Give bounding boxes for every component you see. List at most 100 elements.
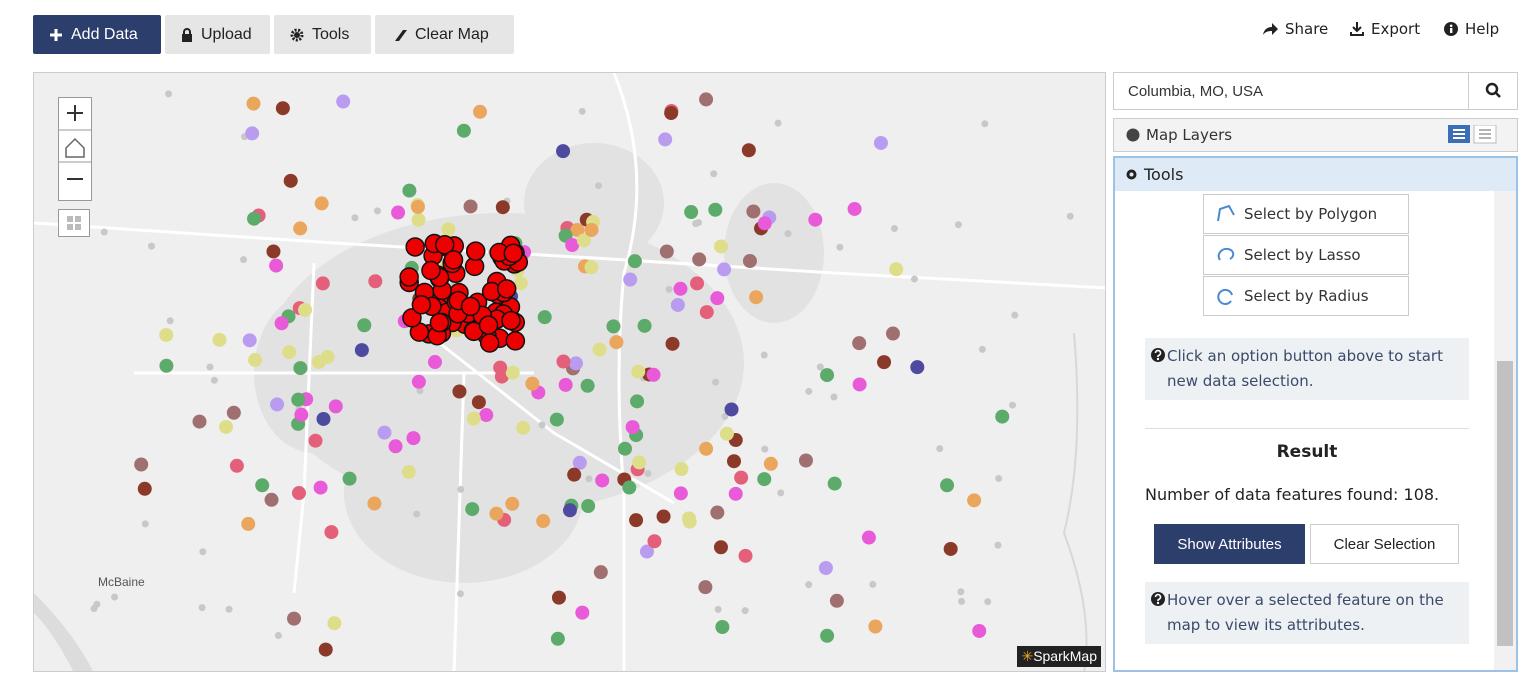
map-point[interactable]: [774, 119, 782, 127]
map-point[interactable]: [247, 211, 262, 226]
map-point[interactable]: [166, 317, 174, 325]
map-point[interactable]: [206, 363, 214, 371]
map-point[interactable]: [784, 230, 792, 238]
map-point[interactable]: [411, 374, 426, 389]
map-point[interactable]: [342, 471, 357, 486]
map-point[interactable]: [749, 290, 764, 305]
map-point[interactable]: [777, 489, 785, 497]
map-point[interactable]: [820, 368, 835, 383]
export-link[interactable]: Export: [1350, 20, 1420, 38]
map-point[interactable]: [936, 445, 944, 453]
map-point[interactable]: [698, 580, 713, 595]
map-point[interactable]: [405, 237, 425, 257]
map-point[interactable]: [595, 473, 610, 488]
map-point[interactable]: [505, 496, 520, 511]
map-point[interactable]: [456, 123, 471, 138]
map-point[interactable]: [316, 411, 331, 426]
scrollbar[interactable]: [1494, 191, 1516, 670]
map-point[interactable]: [513, 276, 528, 291]
map-point[interactable]: [954, 221, 962, 229]
map-point[interactable]: [757, 472, 772, 487]
map-point[interactable]: [852, 336, 867, 351]
map-point[interactable]: [710, 505, 725, 520]
map-point[interactable]: [957, 588, 965, 596]
map-point[interactable]: [617, 441, 632, 456]
map-point[interactable]: [551, 590, 566, 605]
map-point[interactable]: [456, 590, 464, 598]
map-point[interactable]: [270, 397, 285, 412]
map-point[interactable]: [578, 107, 586, 115]
map-point[interactable]: [708, 202, 723, 217]
map-point[interactable]: [665, 285, 673, 293]
map-point[interactable]: [995, 409, 1010, 424]
map-point[interactable]: [868, 619, 883, 634]
map-point[interactable]: [712, 378, 720, 386]
map-point[interactable]: [219, 419, 234, 434]
map-point[interactable]: [298, 302, 313, 317]
map-point[interactable]: [681, 511, 696, 526]
map-point[interactable]: [622, 480, 637, 495]
map-point[interactable]: [584, 260, 599, 275]
map-point[interactable]: [630, 394, 645, 409]
map-point[interactable]: [503, 243, 524, 264]
map-point[interactable]: [367, 496, 382, 511]
map-point[interactable]: [890, 225, 898, 233]
map-point[interactable]: [827, 476, 842, 491]
view-toggle[interactable]: [1448, 125, 1508, 145]
map-point[interactable]: [818, 560, 833, 575]
map-point[interactable]: [673, 486, 688, 501]
map-point[interactable]: [631, 364, 646, 379]
map-point[interactable]: [710, 291, 725, 306]
share-link[interactable]: Share: [1262, 20, 1328, 38]
map-point[interactable]: [808, 212, 823, 227]
map-point[interactable]: [761, 445, 769, 453]
map-point[interactable]: [264, 492, 279, 507]
map-point[interactable]: [429, 312, 450, 333]
map-point[interactable]: [805, 387, 813, 395]
map-point[interactable]: [245, 126, 260, 141]
map-point[interactable]: [760, 351, 768, 359]
map-point[interactable]: [240, 256, 248, 264]
map-point[interactable]: [606, 319, 621, 334]
map-point[interactable]: [665, 336, 680, 351]
map-point[interactable]: [830, 393, 838, 401]
map-point[interactable]: [399, 267, 419, 287]
map-point[interactable]: [241, 516, 256, 531]
map-point[interactable]: [575, 605, 590, 620]
map-point[interactable]: [576, 233, 591, 248]
map-point[interactable]: [978, 345, 986, 353]
map-point[interactable]: [377, 425, 392, 440]
map-point[interactable]: [981, 120, 989, 128]
map-point[interactable]: [581, 499, 596, 514]
map-point[interactable]: [192, 414, 207, 429]
map-point[interactable]: [275, 101, 290, 116]
map-point[interactable]: [861, 530, 876, 545]
map-point[interactable]: [473, 104, 488, 119]
map-point[interactable]: [351, 214, 359, 222]
map-point[interactable]: [763, 456, 778, 471]
map-point[interactable]: [695, 219, 703, 227]
map-point[interactable]: [478, 315, 499, 335]
map-point[interactable]: [1011, 311, 1019, 319]
map-point[interactable]: [984, 598, 992, 606]
map-point[interactable]: [852, 377, 867, 392]
map-point[interactable]: [501, 310, 521, 331]
map-point[interactable]: [742, 253, 757, 268]
map-point[interactable]: [229, 458, 244, 473]
map-point[interactable]: [829, 593, 844, 608]
map-point[interactable]: [159, 327, 174, 342]
map-point[interactable]: [314, 196, 329, 211]
select-option[interactable]: Select by Polygon: [1203, 194, 1409, 234]
map-point[interactable]: [457, 485, 465, 493]
map-point[interactable]: [402, 183, 417, 198]
map-point[interactable]: [1009, 401, 1017, 409]
map-point[interactable]: [820, 628, 835, 643]
map-point[interactable]: [441, 222, 456, 237]
map-point[interactable]: [726, 454, 741, 469]
map-point[interactable]: [713, 540, 728, 555]
map-point[interactable]: [293, 361, 308, 376]
map-point[interactable]: [421, 260, 441, 281]
map-point[interactable]: [570, 222, 585, 237]
map-point[interactable]: [943, 541, 958, 556]
map-point[interactable]: [910, 275, 918, 283]
